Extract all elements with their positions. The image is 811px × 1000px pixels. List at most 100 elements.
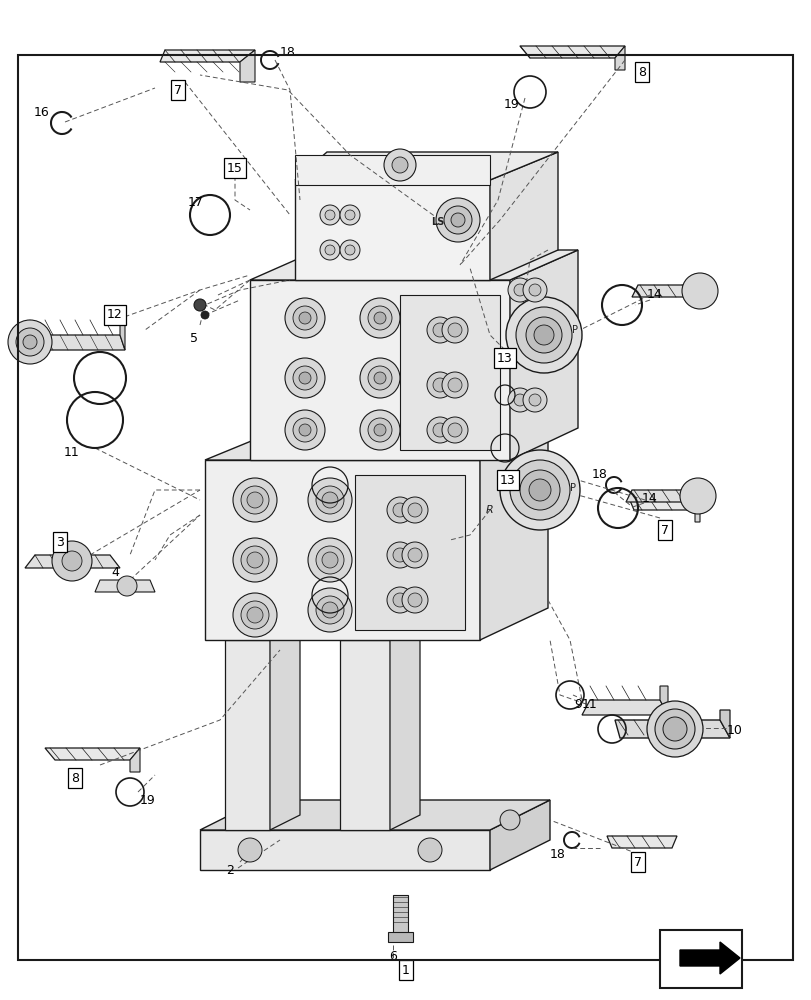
- Circle shape: [432, 423, 446, 437]
- Polygon shape: [160, 50, 255, 62]
- Polygon shape: [294, 155, 489, 185]
- Polygon shape: [489, 152, 557, 280]
- Text: 12: 12: [107, 308, 122, 322]
- Circle shape: [247, 607, 263, 623]
- Text: 13: 13: [496, 352, 513, 364]
- Circle shape: [247, 552, 263, 568]
- Polygon shape: [25, 555, 120, 568]
- Circle shape: [505, 297, 581, 373]
- Circle shape: [681, 273, 717, 309]
- Circle shape: [508, 388, 531, 412]
- Circle shape: [387, 497, 413, 523]
- Polygon shape: [95, 580, 155, 592]
- Circle shape: [359, 410, 400, 450]
- Circle shape: [233, 478, 277, 522]
- Text: 16: 16: [34, 105, 49, 118]
- Circle shape: [513, 394, 526, 406]
- Circle shape: [401, 587, 427, 613]
- Circle shape: [407, 548, 422, 562]
- Circle shape: [320, 205, 340, 225]
- Circle shape: [315, 596, 344, 624]
- Circle shape: [500, 450, 579, 530]
- Circle shape: [238, 838, 262, 862]
- Polygon shape: [250, 250, 577, 280]
- Circle shape: [293, 366, 316, 390]
- Circle shape: [307, 538, 351, 582]
- Polygon shape: [629, 498, 699, 510]
- Circle shape: [367, 306, 392, 330]
- Circle shape: [392, 157, 407, 173]
- Polygon shape: [393, 895, 407, 935]
- Circle shape: [374, 312, 385, 324]
- Text: 1: 1: [401, 964, 410, 976]
- Polygon shape: [294, 180, 489, 280]
- Text: 15: 15: [227, 161, 242, 174]
- Circle shape: [448, 423, 461, 437]
- Polygon shape: [130, 748, 139, 772]
- Polygon shape: [200, 800, 549, 830]
- Circle shape: [679, 478, 715, 514]
- Circle shape: [52, 541, 92, 581]
- Text: 7: 7: [633, 856, 642, 868]
- Polygon shape: [479, 428, 547, 640]
- Circle shape: [646, 701, 702, 757]
- Circle shape: [359, 358, 400, 398]
- Circle shape: [241, 546, 268, 574]
- Circle shape: [393, 593, 406, 607]
- Circle shape: [401, 497, 427, 523]
- Text: 8: 8: [637, 66, 646, 79]
- Circle shape: [285, 358, 324, 398]
- Circle shape: [513, 284, 526, 296]
- Circle shape: [534, 325, 553, 345]
- Circle shape: [654, 709, 694, 749]
- Text: P: P: [571, 325, 577, 335]
- Circle shape: [384, 149, 415, 181]
- Circle shape: [441, 372, 467, 398]
- Circle shape: [393, 548, 406, 562]
- Circle shape: [307, 478, 351, 522]
- Polygon shape: [625, 490, 705, 502]
- Circle shape: [401, 542, 427, 568]
- Circle shape: [16, 328, 44, 356]
- Circle shape: [233, 593, 277, 637]
- Text: LS: LS: [431, 217, 444, 227]
- Circle shape: [528, 479, 551, 501]
- Polygon shape: [614, 720, 729, 738]
- Circle shape: [117, 576, 137, 596]
- Text: 17: 17: [188, 196, 204, 209]
- Circle shape: [374, 424, 385, 436]
- Polygon shape: [614, 46, 624, 70]
- Circle shape: [407, 593, 422, 607]
- Circle shape: [322, 552, 337, 568]
- Text: 14: 14: [642, 491, 657, 504]
- Text: 19: 19: [504, 98, 519, 110]
- Text: 11: 11: [64, 446, 79, 460]
- Text: 14: 14: [646, 288, 662, 302]
- Polygon shape: [240, 50, 255, 82]
- Polygon shape: [489, 800, 549, 870]
- Polygon shape: [581, 700, 667, 715]
- Circle shape: [427, 317, 453, 343]
- Circle shape: [322, 492, 337, 508]
- Circle shape: [500, 810, 519, 830]
- Circle shape: [233, 538, 277, 582]
- Circle shape: [345, 210, 354, 220]
- Polygon shape: [389, 625, 419, 830]
- Circle shape: [340, 240, 359, 260]
- Text: 18: 18: [280, 45, 295, 58]
- Circle shape: [509, 460, 569, 520]
- Circle shape: [522, 278, 547, 302]
- Circle shape: [450, 213, 465, 227]
- Circle shape: [367, 418, 392, 442]
- Circle shape: [241, 601, 268, 629]
- Polygon shape: [340, 640, 389, 830]
- Text: 18: 18: [549, 848, 565, 861]
- Polygon shape: [204, 460, 479, 640]
- Text: 18: 18: [591, 468, 607, 481]
- Polygon shape: [607, 836, 676, 848]
- Circle shape: [528, 394, 540, 406]
- Circle shape: [62, 551, 82, 571]
- Circle shape: [393, 503, 406, 517]
- Circle shape: [345, 245, 354, 255]
- Circle shape: [441, 417, 467, 443]
